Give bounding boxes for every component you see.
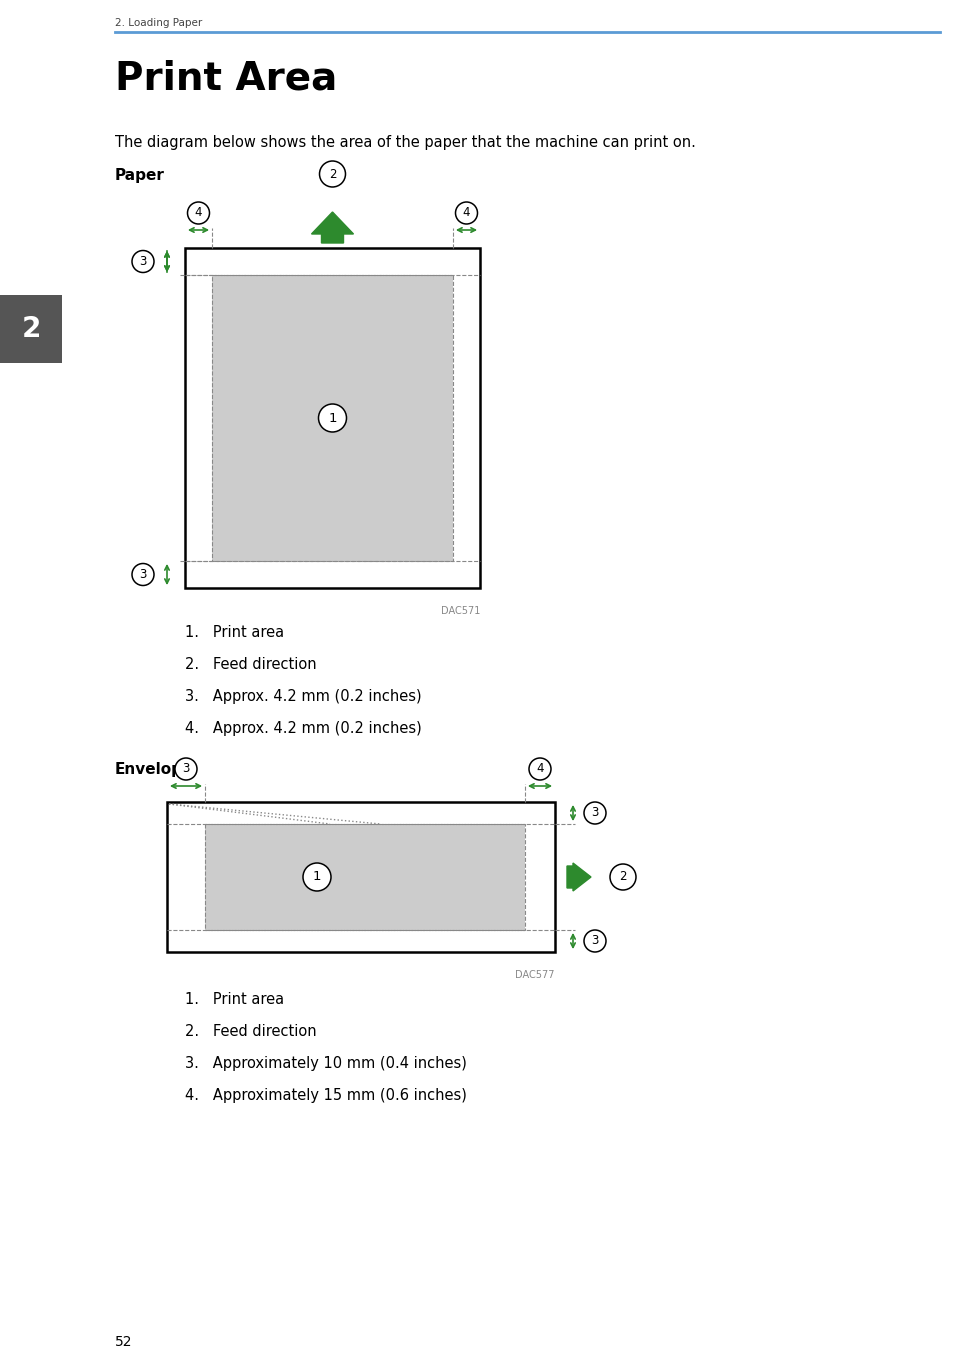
Text: 3: 3 bbox=[182, 763, 190, 775]
FancyArrow shape bbox=[567, 864, 591, 891]
Text: The diagram below shows the area of the paper that the machine can print on.: The diagram below shows the area of the … bbox=[115, 135, 696, 150]
Bar bbox=[205, 824, 525, 930]
Text: 2. Loading Paper: 2. Loading Paper bbox=[115, 18, 202, 29]
Text: 2.   Feed direction: 2. Feed direction bbox=[185, 657, 316, 672]
Circle shape bbox=[610, 864, 636, 889]
Circle shape bbox=[132, 250, 154, 272]
Text: DAC571: DAC571 bbox=[440, 607, 480, 616]
Text: 2: 2 bbox=[620, 870, 627, 884]
Circle shape bbox=[188, 203, 209, 224]
Circle shape bbox=[318, 404, 346, 432]
Bar bbox=[205, 824, 525, 930]
Text: 2: 2 bbox=[329, 167, 337, 181]
Circle shape bbox=[303, 864, 331, 891]
Bar bbox=[0, 295, 62, 363]
Text: 52: 52 bbox=[115, 1336, 132, 1349]
Text: Print Area: Print Area bbox=[115, 60, 338, 98]
Text: 4.   Approximately 15 mm (0.6 inches): 4. Approximately 15 mm (0.6 inches) bbox=[185, 1088, 467, 1103]
Text: Paper: Paper bbox=[115, 169, 165, 184]
Circle shape bbox=[319, 160, 345, 188]
FancyArrow shape bbox=[312, 212, 354, 243]
Text: 4: 4 bbox=[536, 763, 544, 775]
Text: 3: 3 bbox=[139, 256, 147, 268]
Circle shape bbox=[175, 758, 197, 781]
Text: 1: 1 bbox=[313, 870, 321, 884]
Text: 3: 3 bbox=[592, 934, 598, 948]
Text: 1: 1 bbox=[328, 412, 337, 424]
Text: 4: 4 bbox=[463, 207, 470, 219]
Text: 1.   Print area: 1. Print area bbox=[185, 991, 284, 1006]
Bar bbox=[185, 248, 480, 588]
Circle shape bbox=[456, 203, 478, 224]
Bar bbox=[167, 802, 555, 952]
Text: 2: 2 bbox=[21, 316, 40, 343]
Text: 3.   Approx. 4.2 mm (0.2 inches): 3. Approx. 4.2 mm (0.2 inches) bbox=[185, 690, 422, 704]
Text: DAC577: DAC577 bbox=[516, 970, 555, 981]
Text: 4.   Approx. 4.2 mm (0.2 inches): 4. Approx. 4.2 mm (0.2 inches) bbox=[185, 721, 422, 736]
Bar bbox=[212, 275, 453, 560]
Text: 3.   Approximately 10 mm (0.4 inches): 3. Approximately 10 mm (0.4 inches) bbox=[185, 1055, 467, 1072]
Circle shape bbox=[529, 758, 551, 781]
Text: 3: 3 bbox=[139, 568, 147, 581]
Bar bbox=[212, 275, 453, 560]
Text: 3: 3 bbox=[592, 806, 598, 820]
Circle shape bbox=[584, 930, 606, 952]
Text: 2.   Feed direction: 2. Feed direction bbox=[185, 1024, 316, 1039]
Text: Envelope: Envelope bbox=[115, 762, 194, 777]
Circle shape bbox=[584, 802, 606, 824]
Text: 4: 4 bbox=[195, 207, 202, 219]
Text: 1.   Print area: 1. Print area bbox=[185, 626, 284, 641]
Circle shape bbox=[132, 563, 154, 586]
